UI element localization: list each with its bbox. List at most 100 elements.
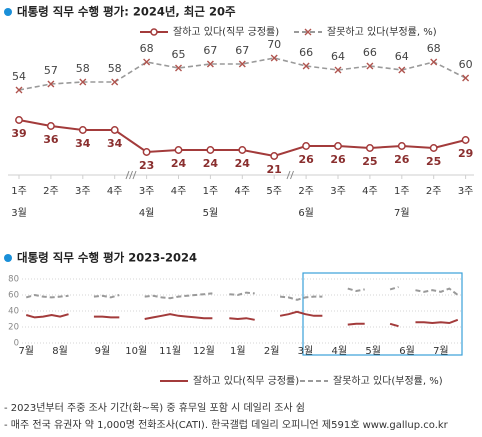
point (175, 64, 182, 72)
point (143, 58, 151, 66)
value-label: 26 (298, 153, 314, 166)
x-tick-label: 1주 (394, 186, 410, 197)
value-label: 67 (235, 44, 249, 57)
x-tick-label: 4월 (332, 345, 348, 357)
point (142, 148, 151, 156)
x-tick-label: 2주 (43, 186, 59, 197)
value-label: 21 (267, 163, 282, 176)
y-tick-label: 40 (8, 307, 19, 317)
point (174, 146, 183, 154)
point (334, 66, 342, 74)
x-tick-label: 1주 (11, 186, 27, 197)
x-tick-label: 3주 (139, 186, 155, 197)
month-label: 4월 (139, 207, 155, 219)
x-tick-label: 4주 (235, 186, 251, 197)
legend-label: 잘못하고 있다(부정률, %) (327, 25, 437, 38)
chart-title: 대통령 직무 수행 평가: 2024년, 최근 20주 (17, 5, 236, 19)
line (25, 286, 459, 301)
value-label: 60 (459, 58, 473, 71)
point (47, 80, 55, 88)
value-label: 26 (394, 153, 410, 166)
value-label: 58 (108, 62, 122, 75)
y-tick-label: 60 (8, 291, 19, 301)
line (18, 57, 466, 91)
x-tick-label: 9월 (95, 345, 111, 357)
legend-label: 잘하고 있다(직무 긍정률) (173, 25, 279, 38)
point (111, 78, 119, 86)
point (430, 58, 438, 66)
axis-break (125, 170, 294, 180)
y-tick-label: 0 (14, 339, 19, 349)
legend-marker (150, 28, 158, 36)
point (79, 78, 87, 86)
point (302, 62, 310, 70)
legend-label: 잘하고 있다(직무 긍정률) (193, 374, 299, 387)
x-tick-label: 1주 (203, 186, 219, 197)
note: - 2023년부터 주중 조사 기간(화~목) 중 휴무일 포함 시 데일리 조… (4, 402, 305, 414)
value-label: 67 (203, 44, 217, 57)
x-tick-label: 3주 (330, 186, 346, 197)
value-label: 34 (75, 137, 91, 150)
point (15, 116, 23, 124)
legend-marker (304, 28, 312, 36)
title-bullet (4, 8, 12, 16)
y-tick-label: 20 (8, 323, 19, 333)
value-label: 24 (171, 157, 187, 170)
x-tick-label: 7월 (18, 345, 34, 357)
chart-title: 대통령 직무 수행 평가 2023-2024 (17, 251, 197, 265)
x-tick-label: 2주 (298, 186, 314, 197)
point (78, 126, 87, 134)
value-label: 24 (203, 157, 219, 170)
point (302, 142, 311, 150)
value-label: 39 (11, 127, 26, 140)
point (429, 144, 438, 152)
point (238, 60, 246, 68)
x-tick-label: 8월 (52, 345, 68, 357)
value-label: 23 (139, 159, 154, 172)
x-tick-label: 1월 (230, 345, 246, 357)
point (334, 142, 342, 150)
value-label: 58 (76, 62, 90, 75)
value-label: 64 (331, 50, 345, 63)
value-label: 70 (267, 38, 281, 51)
x-tick-label: 12월 (193, 345, 215, 357)
value-label: 36 (43, 133, 59, 146)
x-tick-label: 10월 (125, 345, 147, 357)
x-tick-label: 5주 (266, 186, 282, 197)
point (206, 146, 215, 154)
point (270, 54, 278, 62)
title-bullet (4, 254, 12, 262)
value-label: 34 (107, 137, 123, 150)
value-label: 66 (299, 46, 313, 59)
month-label: 5월 (203, 207, 219, 219)
value-label: 66 (363, 46, 377, 59)
x-tick-label: 2주 (426, 186, 442, 197)
value-label: 65 (172, 48, 186, 61)
note: - 매주 전국 유권자 약 1,000명 전화조사(CATI). 한국갤럽 데일… (4, 419, 449, 431)
point (270, 152, 279, 160)
point (46, 122, 55, 130)
x-tick-label: 3주 (75, 186, 91, 197)
value-label: 57 (44, 64, 58, 77)
month-label: 3월 (11, 207, 27, 219)
x-tick-label: 4주 (107, 186, 123, 197)
value-label: 68 (427, 42, 441, 55)
y-tick-label: 80 (8, 275, 19, 285)
point (238, 146, 247, 154)
point (206, 60, 214, 68)
value-label: 26 (330, 153, 346, 166)
x-tick-label: 4주 (171, 186, 187, 197)
value-label: 68 (140, 42, 154, 55)
point (365, 144, 374, 152)
x-tick-label: 3월 (298, 345, 314, 357)
value-label: 64 (395, 50, 409, 63)
point (15, 86, 23, 94)
line (25, 310, 459, 328)
point (110, 126, 119, 134)
x-tick-label: 4주 (362, 186, 378, 197)
value-label: 54 (12, 70, 26, 83)
x-tick-label: 5월 (365, 345, 381, 357)
value-label: 24 (235, 157, 251, 170)
point (366, 62, 374, 70)
